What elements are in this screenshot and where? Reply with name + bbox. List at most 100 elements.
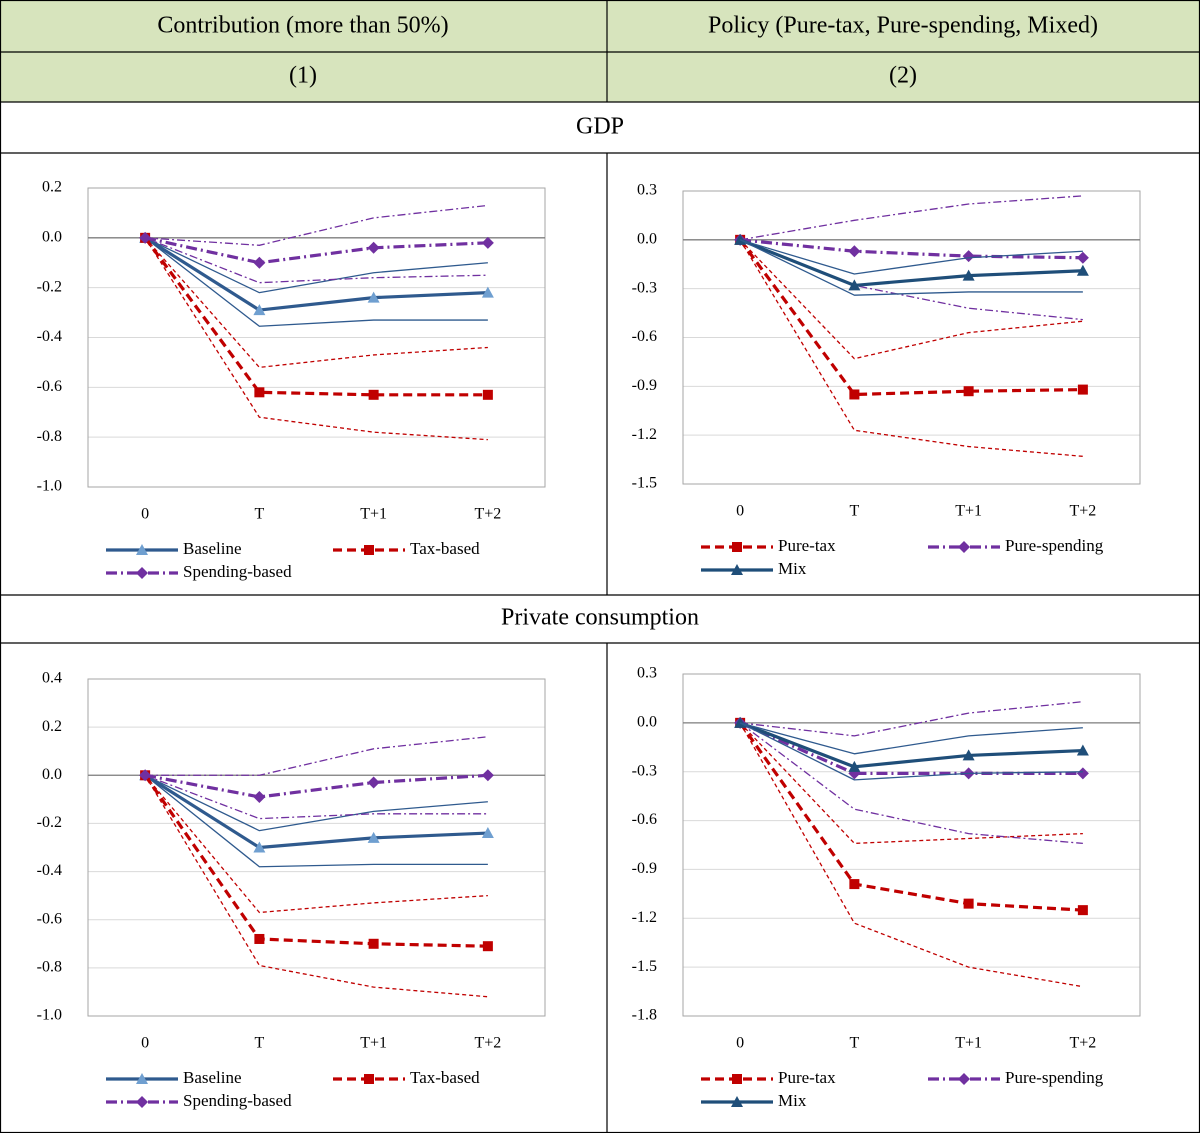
- series-line: [144, 773, 488, 850]
- data-point: [368, 938, 379, 949]
- y-tick-label: 0.0: [637, 714, 657, 731]
- data-point: [1076, 264, 1089, 276]
- y-tick-label: -0.4: [37, 862, 62, 879]
- column-header: Contribution (more than 50%): [157, 13, 448, 39]
- x-tick-label: T: [254, 1035, 264, 1052]
- plot-border: [87, 678, 546, 1017]
- x-tick-label: T+1: [360, 1035, 387, 1052]
- data-point: [963, 898, 974, 909]
- column-number: (1): [289, 63, 317, 89]
- y-tick-label: 0.2: [42, 718, 62, 735]
- legend-marker: [364, 1074, 374, 1084]
- series-line: [143, 236, 488, 397]
- plot-border: [87, 187, 546, 488]
- band-line: [144, 237, 488, 441]
- data-point: [482, 389, 493, 400]
- band-line: [739, 239, 1083, 296]
- band-line: [739, 239, 1083, 457]
- x-tick-label: T+2: [1069, 503, 1096, 520]
- y-tick-label: -0.8: [37, 428, 62, 445]
- legend-label: Spending-based: [183, 1091, 292, 1110]
- data-point: [367, 776, 380, 789]
- y-tick-label: -0.8: [37, 959, 62, 976]
- data-point: [254, 933, 265, 944]
- legend-label: Baseline: [183, 1068, 242, 1087]
- data-point: [253, 304, 266, 316]
- legend-label: Mix: [778, 1091, 807, 1110]
- legend-label: Pure-tax: [778, 1068, 836, 1087]
- data-point: [481, 286, 494, 298]
- data-point: [481, 769, 494, 782]
- band-line: [739, 722, 1083, 845]
- legend-marker: [958, 1073, 970, 1085]
- legend-label: Pure-tax: [778, 536, 836, 555]
- data-point: [367, 291, 380, 303]
- y-tick-label: -1.2: [632, 909, 657, 926]
- legend-label: Spending-based: [183, 562, 292, 581]
- y-tick-label: -0.9: [632, 860, 657, 877]
- data-point: [1076, 744, 1089, 756]
- legend-marker: [732, 1074, 742, 1084]
- band-line: [144, 237, 488, 284]
- data-point: [1077, 384, 1088, 395]
- data-point: [367, 831, 380, 843]
- series-line: [144, 236, 488, 312]
- band-line: [739, 722, 1083, 988]
- section-title: GDP: [576, 114, 624, 140]
- y-tick-label: -0.4: [37, 328, 62, 345]
- y-tick-label: 0.3: [637, 182, 657, 199]
- legend-label: Mix: [778, 559, 807, 578]
- x-tick-label: T+1: [955, 503, 982, 520]
- x-tick-label: T: [254, 506, 264, 523]
- data-point: [481, 827, 494, 839]
- band-line: [145, 736, 488, 776]
- y-tick-label: -1.5: [632, 958, 657, 975]
- y-tick-label: -0.2: [37, 278, 62, 295]
- data-point: [962, 749, 975, 761]
- band-line: [144, 774, 488, 868]
- legend-label: Pure-spending: [1005, 536, 1104, 555]
- data-point: [253, 841, 266, 853]
- y-tick-label: -0.2: [37, 814, 62, 831]
- x-tick-label: T+1: [955, 1035, 982, 1052]
- data-point: [367, 241, 380, 254]
- x-tick-label: 0: [141, 1035, 149, 1052]
- x-tick-label: 0: [736, 503, 744, 520]
- data-point: [962, 250, 975, 263]
- y-tick-label: -1.0: [37, 478, 62, 495]
- data-point: [734, 716, 747, 728]
- y-tick-label: -0.6: [632, 811, 657, 828]
- legend-marker: [731, 1096, 743, 1107]
- legend-marker: [364, 545, 374, 555]
- section-title: Private consumption: [501, 605, 699, 631]
- band-line: [739, 722, 1083, 781]
- band-line: [740, 195, 1083, 241]
- y-tick-label: -1.5: [632, 475, 657, 492]
- band-line: [144, 237, 488, 369]
- data-point: [1077, 905, 1088, 916]
- band-line: [144, 237, 488, 294]
- series-line: [739, 721, 1083, 769]
- y-tick-label: -1.8: [632, 1007, 657, 1024]
- series-line: [739, 238, 1083, 288]
- x-tick-label: T+1: [360, 506, 387, 523]
- x-tick-label: 0: [141, 506, 149, 523]
- band-line: [740, 701, 1083, 737]
- series-line: [739, 238, 1083, 260]
- legend-marker: [731, 564, 743, 575]
- band-line: [739, 722, 1083, 845]
- data-point: [1076, 767, 1089, 780]
- x-tick-label: T+2: [474, 506, 501, 523]
- y-tick-label: -1.2: [632, 426, 657, 443]
- band-line: [739, 239, 1083, 275]
- band-line: [739, 239, 1083, 360]
- x-tick-label: T+2: [1069, 1035, 1096, 1052]
- band-line: [144, 774, 488, 820]
- legend-marker: [136, 1096, 148, 1108]
- y-tick-label: -0.6: [37, 910, 62, 927]
- y-tick-label: 0.3: [637, 665, 657, 682]
- legend-marker: [136, 544, 148, 555]
- data-point: [254, 387, 265, 398]
